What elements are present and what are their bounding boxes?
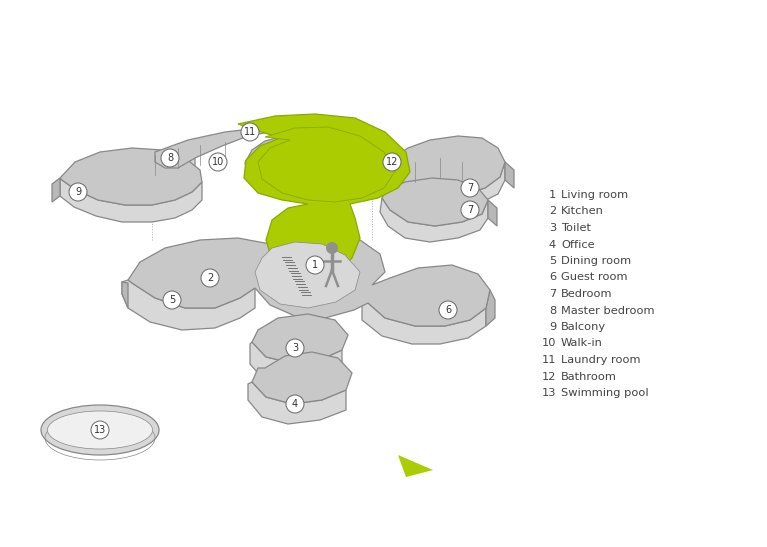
Text: 7: 7 (467, 183, 473, 193)
Polygon shape (382, 178, 488, 226)
Text: 7: 7 (548, 289, 556, 299)
Circle shape (161, 149, 179, 167)
Polygon shape (398, 455, 433, 477)
Text: Kitchen: Kitchen (561, 207, 604, 217)
Polygon shape (155, 125, 410, 198)
Text: Bedroom: Bedroom (561, 289, 613, 299)
Text: Bathroom: Bathroom (561, 371, 617, 381)
Text: 10: 10 (542, 339, 556, 348)
Circle shape (69, 183, 87, 201)
Polygon shape (250, 342, 342, 386)
Text: 13: 13 (542, 388, 556, 398)
Polygon shape (486, 290, 495, 326)
Polygon shape (60, 178, 202, 222)
Text: 12: 12 (542, 371, 556, 381)
Text: 13: 13 (94, 425, 106, 435)
Polygon shape (488, 200, 497, 226)
Text: 12: 12 (386, 157, 398, 167)
Circle shape (383, 153, 401, 171)
Polygon shape (380, 198, 488, 242)
Circle shape (461, 179, 479, 197)
Ellipse shape (41, 405, 159, 455)
Polygon shape (362, 303, 486, 344)
Text: Living room: Living room (561, 190, 628, 200)
Text: 2: 2 (207, 273, 213, 283)
Text: 6: 6 (445, 305, 451, 315)
Polygon shape (386, 162, 505, 208)
Polygon shape (122, 280, 255, 330)
Text: 10: 10 (212, 157, 224, 167)
Polygon shape (248, 382, 346, 424)
Polygon shape (252, 352, 352, 404)
Text: 4: 4 (292, 399, 298, 409)
Circle shape (201, 269, 219, 287)
Circle shape (286, 339, 304, 357)
Text: 6: 6 (549, 272, 556, 282)
Circle shape (209, 153, 227, 171)
Circle shape (306, 256, 324, 274)
Circle shape (286, 395, 304, 413)
Polygon shape (128, 236, 490, 326)
Circle shape (326, 242, 338, 254)
Text: 1: 1 (548, 190, 556, 200)
Text: 2: 2 (549, 207, 556, 217)
Text: 3: 3 (548, 223, 556, 233)
Text: 4: 4 (549, 240, 556, 249)
Text: Master bedroom: Master bedroom (561, 306, 654, 316)
Text: Swimming pool: Swimming pool (561, 388, 649, 398)
Text: Laundry room: Laundry room (561, 355, 640, 365)
Circle shape (241, 123, 259, 141)
Polygon shape (238, 114, 410, 278)
Text: 5: 5 (169, 295, 175, 305)
Circle shape (439, 301, 457, 319)
Text: Balcony: Balcony (561, 322, 606, 332)
Polygon shape (60, 148, 202, 205)
Text: 8: 8 (167, 153, 173, 163)
Polygon shape (152, 158, 195, 188)
Polygon shape (258, 127, 396, 202)
Text: Dining room: Dining room (561, 256, 631, 266)
Text: 11: 11 (244, 127, 256, 137)
Text: 3: 3 (292, 343, 298, 353)
Polygon shape (390, 136, 505, 197)
Polygon shape (252, 314, 348, 363)
Text: 8: 8 (548, 306, 556, 316)
Text: 9: 9 (75, 187, 81, 197)
Polygon shape (122, 282, 128, 308)
Polygon shape (255, 242, 360, 308)
Text: 9: 9 (548, 322, 556, 332)
Circle shape (461, 201, 479, 219)
Polygon shape (52, 178, 60, 202)
Text: 11: 11 (542, 355, 556, 365)
Text: 7: 7 (467, 205, 473, 215)
Text: Office: Office (561, 240, 594, 249)
Text: 1: 1 (312, 260, 318, 270)
Text: Guest room: Guest room (561, 272, 627, 282)
Text: Walk-in: Walk-in (561, 339, 603, 348)
Ellipse shape (48, 411, 153, 449)
Circle shape (163, 291, 181, 309)
Text: Toilet: Toilet (561, 223, 591, 233)
Polygon shape (505, 162, 514, 188)
Circle shape (91, 421, 109, 439)
Text: 5: 5 (548, 256, 556, 266)
